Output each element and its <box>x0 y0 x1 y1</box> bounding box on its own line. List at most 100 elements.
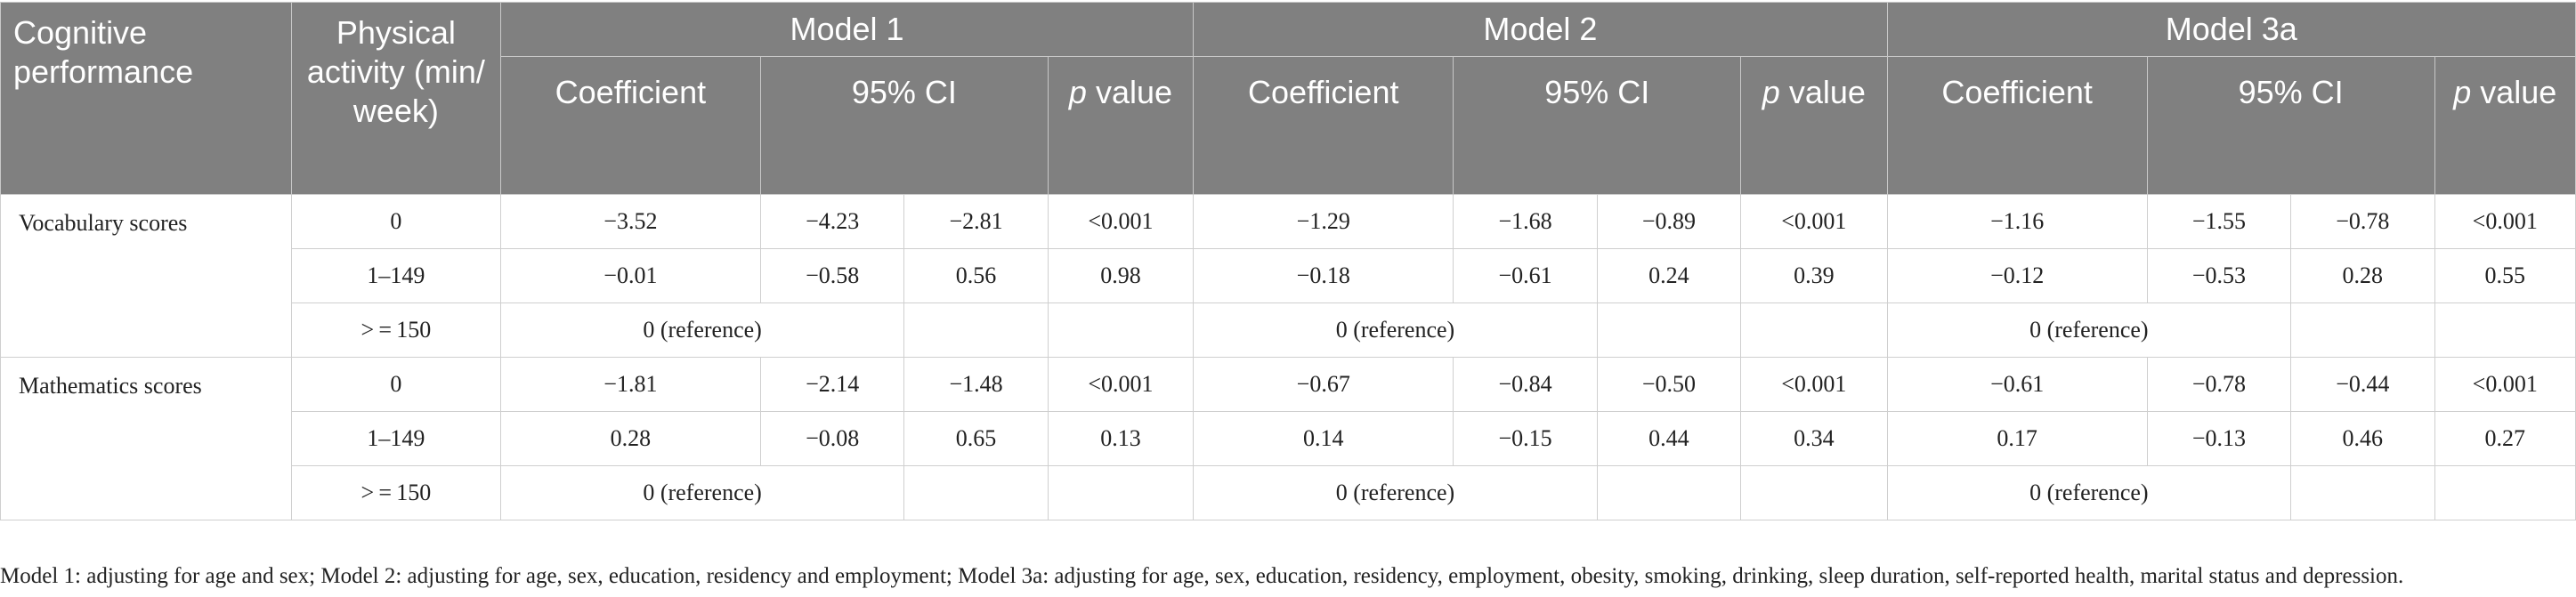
table-row: Mathematics scores 0 −1.81 −2.14 −1.48 <0.001… <box>0 357 2576 520</box>
activity-level: 0 <box>290 194 501 249</box>
reference-cell: 0 (reference) <box>499 303 905 358</box>
ci-upper-cell: −1.48 <box>903 357 1049 412</box>
table-footnote: Model 1: adjusting for age and sex; Mode… <box>0 564 2404 588</box>
ci-lower-cell: −1.68 <box>1453 194 1598 249</box>
ci-upper-cell: −0.50 <box>1596 357 1742 412</box>
p-value-cell: 0.27 <box>2434 411 2576 466</box>
coefficient-cell: −0.12 <box>1886 248 2148 303</box>
coefficient-cell: 0.14 <box>1193 411 1454 466</box>
header-coefficient: Coefficient <box>1193 56 1454 195</box>
p-value-cell: <0.001 <box>1740 194 1888 249</box>
ci-lower-cell: −2.14 <box>759 357 905 412</box>
coefficient-cell: −1.16 <box>1886 194 2148 249</box>
reference-cell: 0 (reference) <box>1886 303 2292 358</box>
ci-upper-cell: 0.24 <box>1596 248 1742 303</box>
p-value-cell: <0.001 <box>2434 357 2576 412</box>
header-coefficient: Coefficient <box>1886 56 2148 195</box>
ci-lower-cell: −0.13 <box>2146 411 2292 466</box>
ci-upper-cell: 0.46 <box>2290 411 2435 466</box>
reference-cell: 0 (reference) <box>1193 465 1598 520</box>
coefficient-cell: −1.81 <box>499 357 761 412</box>
p-value-cell: <0.001 <box>1047 194 1195 249</box>
empty-cell <box>2290 303 2435 358</box>
outcome-label: Mathematics scores <box>0 357 292 520</box>
ci-upper-cell: −0.89 <box>1596 194 1742 249</box>
header-model-1: Model 1 <box>499 2 1195 57</box>
ci-lower-cell: −0.15 <box>1453 411 1598 466</box>
header-p-value: p value <box>2434 56 2576 195</box>
empty-cell <box>1596 465 1742 520</box>
table-row: 1–149 0.28 −0.08 0.65 0.13 0.14 −0.15 0.44 0.34 0… <box>1 411 2576 466</box>
activity-level: 0 <box>290 357 501 412</box>
reference-cell: 0 (reference) <box>1193 303 1598 358</box>
header-coefficient: Coefficient <box>499 56 761 195</box>
p-value-cell: <0.001 <box>1047 357 1195 412</box>
empty-cell <box>1740 303 1888 358</box>
coefficient-cell: −0.67 <box>1193 357 1454 412</box>
p-value-cell: 0.13 <box>1047 411 1195 466</box>
p-value-cell: 0.39 <box>1740 248 1888 303</box>
ci-lower-cell: −0.78 <box>2146 357 2292 412</box>
ci-upper-cell: 0.65 <box>903 411 1049 466</box>
empty-cell <box>2290 465 2435 520</box>
coefficient-cell: −0.18 <box>1193 248 1454 303</box>
p-value-cell: 0.98 <box>1047 248 1195 303</box>
reference-cell: 0 (reference) <box>1886 465 2292 520</box>
empty-cell <box>2434 303 2576 358</box>
ci-upper-cell: −0.78 <box>2290 194 2435 249</box>
activity-level: > = 150 <box>290 465 501 520</box>
header-p-italic: p <box>1068 74 1087 110</box>
activity-level: 1–149 <box>290 248 501 303</box>
reference-cell: 0 (reference) <box>499 465 905 520</box>
coefficient-cell: −3.52 <box>499 194 761 249</box>
empty-cell <box>903 465 1049 520</box>
table-row: 1–149 −0.01 −0.58 0.56 0.98 −0.18 −0.61 0.24 0.3… <box>1 248 2576 303</box>
header-95-ci: 95% CI <box>1453 56 1742 195</box>
ci-upper-cell: −0.44 <box>2290 357 2435 412</box>
header-p-rest: value <box>1779 74 1866 110</box>
table-row: > = 150 0 (reference) 0 (reference) 0 (refe… <box>1 303 2576 358</box>
coefficient-cell: −0.01 <box>499 248 761 303</box>
empty-cell <box>903 303 1049 358</box>
ci-upper-cell: −2.81 <box>903 194 1049 249</box>
ci-lower-cell: −0.53 <box>2146 248 2292 303</box>
header-model-2: Model 2 <box>1193 2 1888 57</box>
activity-level: > = 150 <box>290 303 501 358</box>
outcome-label: Vocabulary scores <box>0 194 292 358</box>
header-physical-activity: Physical activity (min/ week) <box>290 2 501 195</box>
ci-lower-cell: −0.61 <box>1453 248 1598 303</box>
ci-lower-cell: −0.58 <box>759 248 905 303</box>
table-row: Vocabulary scores 0 −3.52 −4.23 −2.81 <0.001−… <box>0 194 2576 358</box>
ci-upper-cell: 0.44 <box>1596 411 1742 466</box>
header-95-ci: 95% CI <box>2146 56 2435 195</box>
ci-upper-cell: 0.56 <box>903 248 1049 303</box>
header-p-italic: p <box>2453 74 2472 110</box>
empty-cell <box>1740 465 1888 520</box>
results-table: Cognitive performance Physical activity … <box>0 2 2576 520</box>
header-p-value: p value <box>1740 56 1888 195</box>
header-p-italic: p <box>1762 74 1780 110</box>
ci-lower-cell: −4.23 <box>759 194 905 249</box>
empty-cell <box>1047 465 1195 520</box>
p-value-cell: <0.001 <box>1740 357 1888 412</box>
header-95-ci: 95% CI <box>759 56 1049 195</box>
p-value-cell: 0.34 <box>1740 411 1888 466</box>
header-p-rest: value <box>2471 74 2557 110</box>
empty-cell <box>2434 465 2576 520</box>
coefficient-cell: −0.61 <box>1886 357 2148 412</box>
empty-cell <box>1596 303 1742 358</box>
activity-level: 1–149 <box>290 411 501 466</box>
p-value-cell: 0.55 <box>2434 248 2576 303</box>
coefficient-cell: 0.28 <box>499 411 761 466</box>
header-p-rest: value <box>1086 74 1173 110</box>
table-row: > = 150 0 (reference) 0 (reference) 0 (refe… <box>1 465 2576 520</box>
empty-cell <box>1047 303 1195 358</box>
header-cognitive-performance: Cognitive performance <box>0 2 292 195</box>
coefficient-cell: −1.29 <box>1193 194 1454 249</box>
ci-lower-cell: −0.08 <box>759 411 905 466</box>
header-p-value: p value <box>1047 56 1195 195</box>
coefficient-cell: 0.17 <box>1886 411 2148 466</box>
ci-lower-cell: −1.55 <box>2146 194 2292 249</box>
p-value-cell: <0.001 <box>2434 194 2576 249</box>
header-model-3a: Model 3a <box>1886 2 2576 57</box>
